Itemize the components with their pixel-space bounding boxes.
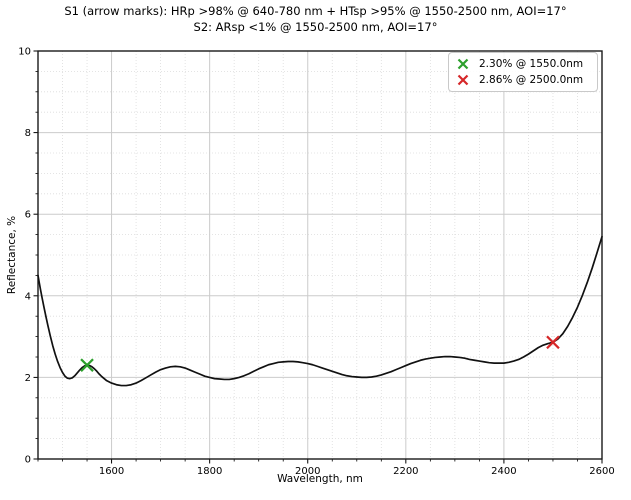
plot-frame: [37, 50, 603, 460]
x-tick-label: 2200: [393, 466, 418, 477]
x-tick-label: 2000: [295, 466, 320, 477]
y-tick-label: 4: [25, 291, 31, 302]
major-gridlines: [38, 51, 602, 459]
red-x-marker-icon: [457, 74, 469, 86]
chart-title-line1: S1 (arrow marks): HRp >98% @ 640-780 nm …: [64, 4, 567, 18]
chart-title-line2: S2: ARsp <1% @ 1550-2500 nm, AOI=17°: [193, 19, 438, 34]
x-tick-label: 1600: [99, 466, 124, 477]
x-tick-label: 1800: [197, 466, 222, 477]
axes-spines: [37, 50, 603, 460]
marker-green-x: [80, 358, 94, 372]
legend-label-2500: 2.86% @ 2500.0nm: [479, 74, 584, 86]
y-tick-label: 2: [25, 373, 31, 384]
data-layer: [37, 235, 603, 387]
reflectance-curve: [37, 235, 603, 387]
legend-entry-1550: 2.30% @ 1550.0nm: [456, 57, 590, 71]
legend-entry-2500: 2.86% @ 2500.0nm: [456, 73, 590, 87]
legend: 2.30% @ 1550.0nm 2.86% @ 2500.0nm: [448, 52, 598, 92]
x-tick-label: 2400: [491, 466, 516, 477]
y-axis-label: Reflectance, %: [6, 215, 18, 295]
legend-label-1550: 2.30% @ 1550.0nm: [479, 58, 584, 70]
y-tick-label: 8: [25, 128, 31, 139]
minor-gridlines: [38, 51, 602, 459]
axis-ticks: [33, 50, 603, 464]
y-tick-label: 6: [25, 210, 31, 221]
marker-red-x: [546, 335, 560, 350]
x-tick-label: 2600: [589, 466, 614, 477]
green-x-marker-icon: [457, 58, 469, 70]
tick-labels: 1600 1800 2000 2200 2400 2600 0 2 4 6 8 10: [18, 47, 614, 478]
x-axis-label: Wavelength, nm: [277, 473, 363, 485]
y-tick-label: 0: [25, 455, 31, 466]
y-tick-label: 10: [18, 47, 31, 58]
chart-title: S1 (arrow marks): HRp >98% @ 640-780 nm …: [0, 4, 631, 35]
